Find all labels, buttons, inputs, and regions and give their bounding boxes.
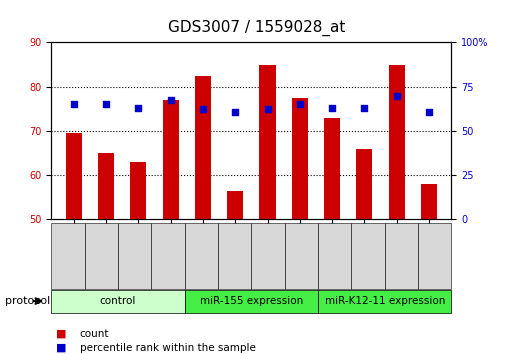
Text: control: control: [100, 296, 136, 306]
Point: [263, 106, 271, 112]
Text: miR-K12-11 expression: miR-K12-11 expression: [325, 296, 445, 306]
Bar: [163, 100, 179, 219]
Text: protocol: protocol: [5, 296, 50, 306]
Text: miR-155 expression: miR-155 expression: [200, 296, 303, 306]
Text: GDS3007 / 1559028_at: GDS3007 / 1559028_at: [168, 19, 345, 36]
Text: percentile rank within the sample: percentile rank within the sample: [80, 343, 255, 353]
Point: [199, 106, 207, 112]
Bar: [324, 118, 340, 219]
Point: [295, 101, 304, 107]
Bar: [356, 149, 372, 219]
Point: [392, 94, 401, 99]
Point: [328, 105, 336, 110]
Bar: [421, 184, 437, 219]
Point: [167, 97, 175, 103]
Bar: [292, 98, 308, 219]
Bar: [66, 133, 82, 219]
Bar: [227, 191, 243, 219]
Bar: [260, 64, 275, 219]
Point: [231, 110, 240, 115]
Bar: [195, 76, 211, 219]
Point: [102, 102, 110, 107]
Text: ■: ■: [56, 343, 67, 353]
Bar: [130, 162, 147, 219]
Point: [134, 105, 143, 110]
Point: [425, 110, 433, 115]
Point: [70, 102, 78, 107]
Bar: [388, 64, 405, 219]
Text: count: count: [80, 329, 109, 339]
Bar: [98, 153, 114, 219]
Text: ■: ■: [56, 329, 67, 339]
Point: [360, 105, 368, 110]
